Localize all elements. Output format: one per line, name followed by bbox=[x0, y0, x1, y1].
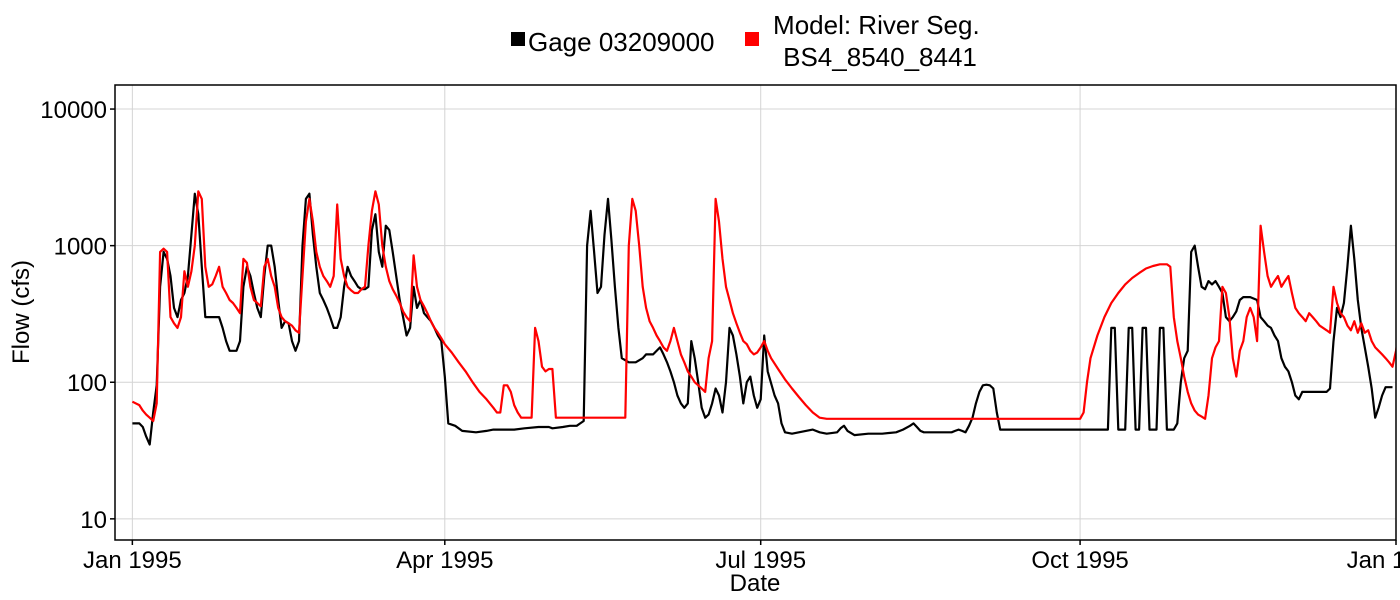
y-tick-label-10: 10 bbox=[80, 507, 107, 534]
x-axis-ticks: Jan 1995 Apr 1995 Jul 1995 Oct 1995 Jan 1996 bbox=[83, 540, 1400, 574]
y-axis-title: Flow (cfs) bbox=[8, 260, 35, 364]
y-tick-label-10000: 10000 bbox=[40, 97, 107, 124]
x-tick-label-jan-1996: Jan 1996 bbox=[1347, 547, 1400, 574]
series-line-model bbox=[131, 190, 1396, 423]
legend: Gage 03209000 Model: River Seg. BS4_8540… bbox=[511, 10, 987, 72]
x-tick-label-oct-1995: Oct 1995 bbox=[1031, 547, 1128, 574]
legend-label-model: Model: River Seg. BS4_8540_8441 bbox=[773, 10, 987, 72]
plot-panel-border bbox=[114, 84, 1397, 541]
y-tick-label-1000: 1000 bbox=[54, 234, 107, 261]
y-tick-label-100: 100 bbox=[67, 370, 107, 397]
legend-swatch-gage bbox=[511, 32, 525, 46]
legend-swatch-model bbox=[745, 32, 759, 46]
x-tick-label-apr-1995: Apr 1995 bbox=[396, 547, 493, 574]
y-axis-ticks: 10 100 1000 10000 bbox=[40, 97, 115, 534]
x-tick-label-jul-1995: Jul 1995 bbox=[715, 547, 806, 574]
series-layer bbox=[131, 190, 1396, 446]
series-line-gage bbox=[132, 192, 1393, 446]
x-tick-label-jan-1995: Jan 1995 bbox=[83, 547, 182, 574]
x-axis-title: Date bbox=[730, 570, 781, 597]
grid bbox=[115, 85, 1397, 540]
legend-label-gage: Gage 03209000 bbox=[528, 27, 715, 57]
